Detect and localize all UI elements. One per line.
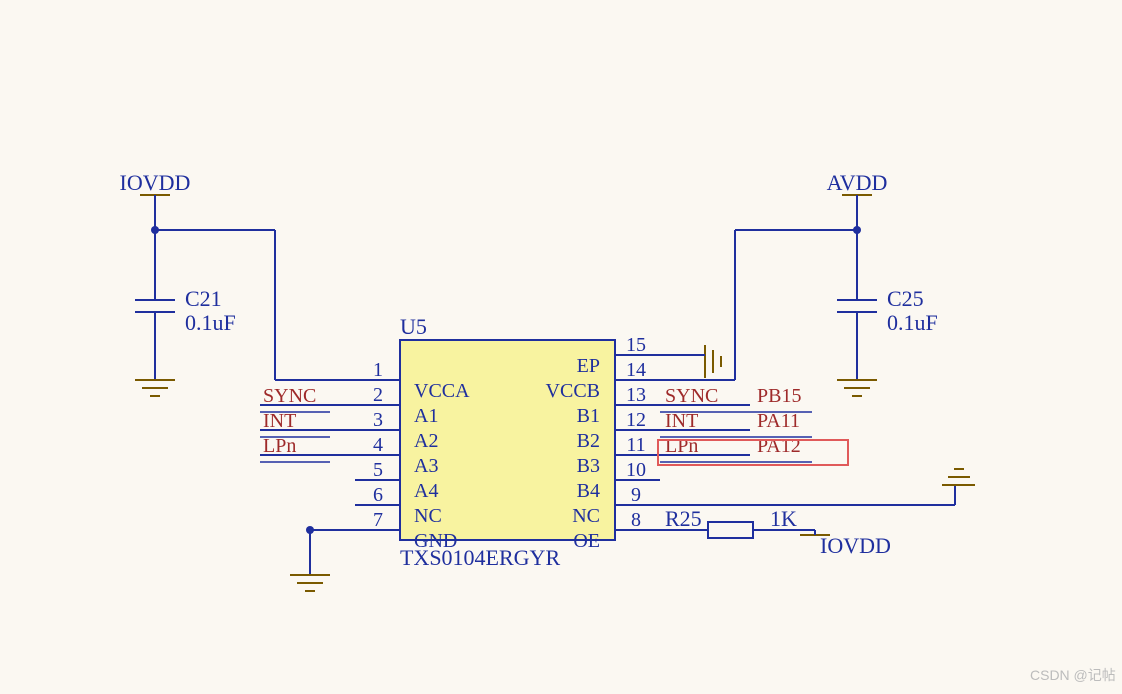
r25-ref: R25 bbox=[665, 506, 702, 531]
pin6-name: NC bbox=[414, 505, 442, 527]
pin4-num: 4 bbox=[373, 434, 383, 456]
pin8-name: OE bbox=[573, 530, 600, 552]
watermark-text: CSDN @记帖 bbox=[1030, 667, 1116, 683]
pin15-num: 15 bbox=[626, 334, 646, 356]
pin7-name: GND bbox=[414, 530, 457, 552]
pin11-num: 11 bbox=[626, 434, 645, 456]
net-int-pin: PA11 bbox=[757, 410, 800, 432]
net-lpn-left: LPn bbox=[263, 435, 296, 457]
pin5-num: 5 bbox=[373, 459, 383, 481]
pin5-name: A4 bbox=[414, 480, 438, 502]
resistor-body bbox=[708, 522, 753, 538]
pin13-num: 13 bbox=[626, 384, 646, 406]
gnd-symbol bbox=[135, 380, 175, 396]
net-sync-pin: PB15 bbox=[757, 385, 801, 407]
pin14-num: 14 bbox=[626, 359, 646, 381]
avdd-group: AVDD C25 0.1uF bbox=[660, 170, 938, 396]
iovdd-left-label: IOVDD bbox=[120, 170, 191, 195]
ep-gnd bbox=[660, 345, 721, 378]
net-sync-right: SYNC bbox=[665, 385, 718, 407]
pin15-name: EP bbox=[577, 355, 600, 377]
oe-resistor-group: R25 1K IOVDD bbox=[660, 506, 891, 558]
iovdd-right-label: IOVDD bbox=[820, 533, 891, 558]
net-int-right: INT bbox=[665, 410, 698, 432]
left-netlabels: SYNC INT LPn bbox=[260, 385, 355, 462]
avdd-label: AVDD bbox=[827, 170, 888, 195]
c25-ref: C25 bbox=[887, 286, 924, 311]
chip-refdes: U5 bbox=[400, 314, 427, 339]
pin2-num: 2 bbox=[373, 384, 383, 406]
pin3-num: 3 bbox=[373, 409, 383, 431]
pin12-name: B2 bbox=[577, 430, 600, 452]
pin7-num: 7 bbox=[373, 509, 383, 531]
pin3-name: A2 bbox=[414, 430, 438, 452]
pin1-num: 1 bbox=[373, 359, 383, 381]
pin1-name: VCCA bbox=[414, 380, 470, 402]
pin14-name: VCCB bbox=[546, 380, 600, 402]
r25-val: 1K bbox=[770, 506, 797, 531]
c21-val: 0.1uF bbox=[185, 310, 236, 335]
pin9-num: 9 bbox=[631, 484, 641, 506]
pin6-num: 6 bbox=[373, 484, 383, 506]
net-lpn-right: LPn bbox=[665, 435, 698, 457]
pin10-name: B4 bbox=[577, 480, 600, 502]
pin11-name: B3 bbox=[577, 455, 600, 477]
pin4-name: A3 bbox=[414, 455, 438, 477]
pin10-num: 10 bbox=[626, 459, 646, 481]
c25-val: 0.1uF bbox=[887, 310, 938, 335]
c21-ref: C21 bbox=[185, 286, 222, 311]
iovdd-left-group: IOVDD C21 0.1uF bbox=[120, 170, 355, 396]
pin8-num: 8 bbox=[631, 509, 641, 531]
pin2-name: A1 bbox=[414, 405, 438, 427]
gnd-pin7 bbox=[290, 526, 355, 591]
pin13-name: B1 bbox=[577, 405, 600, 427]
schematic-canvas: U5 TXS0104ERGYR 1 VCCA 2 A1 3 A2 4 A3 5 … bbox=[0, 0, 1122, 694]
right-netlabels: SYNC PB15 INT PA11 LPn PA12 bbox=[660, 385, 812, 462]
pin9-name: NC bbox=[572, 505, 600, 527]
net-int-left: INT bbox=[263, 410, 296, 432]
pin12-num: 12 bbox=[626, 409, 646, 431]
net-sync-left: SYNC bbox=[263, 385, 316, 407]
net-lpn-pin: PA12 bbox=[757, 435, 801, 457]
nc-gnd-right bbox=[660, 469, 975, 505]
